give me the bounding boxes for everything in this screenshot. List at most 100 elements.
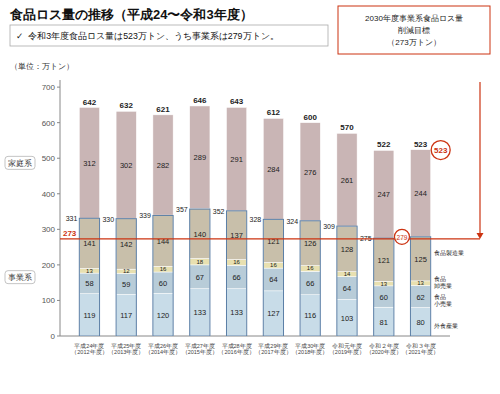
text-line: （2014年度） <box>145 348 181 356</box>
group-label-box <box>5 156 35 169</box>
total-label: 570 <box>340 123 354 132</box>
data-label: 302 <box>120 160 133 169</box>
text-line: （2021年度） <box>402 348 438 356</box>
bar-segment <box>153 293 173 336</box>
subtotal-outline <box>153 215 173 336</box>
y-tick-label: 400 <box>42 189 56 198</box>
text-line: 令和２年度 <box>369 342 399 349</box>
text-line: 食品ロス量の推移（平成24〜令和3年度） <box>9 7 253 22</box>
target-box-text: 2030年度事業系食品ロス量 <box>365 14 463 23</box>
text-line: 523 <box>414 140 428 149</box>
text-line: 81 <box>380 317 388 326</box>
text-line: 60 <box>380 292 388 301</box>
text-line: （2020年度） <box>366 348 402 356</box>
text-line: 100 <box>42 296 56 305</box>
bar-segment <box>337 299 357 336</box>
data-label: 133 <box>194 308 207 317</box>
subtotal-label: 331 <box>66 215 78 222</box>
text-line: 16 <box>307 265 314 271</box>
text-line: 16 <box>270 262 277 268</box>
text-line: 80 <box>416 317 424 326</box>
subtotal-label: 324 <box>286 217 298 224</box>
text-line: 58 <box>85 279 93 288</box>
target-arrow <box>479 82 480 234</box>
text-line: 小売業 <box>434 300 452 307</box>
target-label: 273 <box>63 228 77 237</box>
y-tick-label: 700 <box>42 83 56 92</box>
bar-segment <box>374 281 394 286</box>
text-line: 600 <box>304 112 318 121</box>
data-label: 14 <box>344 271 351 277</box>
bar-segment <box>190 209 210 259</box>
bar-segment <box>79 218 99 268</box>
data-label: 16 <box>160 266 167 272</box>
data-label: 13 <box>86 268 93 274</box>
text-line: （2016年度） <box>218 348 254 356</box>
text-line: （2017年度） <box>255 348 291 356</box>
bar-segment <box>190 265 210 289</box>
bar-segment <box>116 273 136 294</box>
legend-label: 食品製造業 <box>434 248 464 255</box>
text-line: 357 <box>176 206 188 213</box>
text-line: 18 <box>196 259 203 265</box>
text-line: 328 <box>250 216 262 223</box>
y-tick-label: 0 <box>51 332 56 341</box>
bar-segment <box>300 221 320 266</box>
text-line: 133 <box>194 308 207 317</box>
bar-segment <box>116 111 136 218</box>
data-label: 276 <box>304 167 317 176</box>
subtotal-label: 357 <box>176 206 188 213</box>
text-line: （2019年度） <box>329 348 365 356</box>
text-line: 13 <box>417 280 424 286</box>
bar-segment <box>153 266 173 272</box>
subtotal-outline <box>190 209 210 336</box>
text-line: 削減目標 <box>398 26 430 35</box>
data-label: 284 <box>267 164 280 173</box>
total-highlight-label: 523 <box>434 146 448 155</box>
text-line: 500 <box>42 154 56 163</box>
total-label: 646 <box>193 96 207 105</box>
text-line: 120 <box>157 310 170 319</box>
bar-segment <box>374 307 394 336</box>
text-line: 289 <box>194 153 207 162</box>
legend-label: 食品小売業 <box>434 292 452 306</box>
subtotal-label: 309 <box>323 223 335 230</box>
text-line: 600 <box>42 118 56 127</box>
data-label: 58 <box>85 279 93 288</box>
text-line: 121 <box>267 236 280 245</box>
text-line: 66 <box>306 279 314 288</box>
bar-segment <box>79 268 99 273</box>
data-label: 13 <box>380 281 387 287</box>
data-label: 312 <box>83 158 96 167</box>
text-line: 291 <box>230 155 243 164</box>
subtotal-label: 279 <box>397 233 408 240</box>
text-line: 平成26年度 <box>148 342 178 349</box>
subtotal-outline <box>263 219 283 336</box>
bar-segment <box>337 272 357 277</box>
group-label: 家庭系 <box>8 158 32 167</box>
y-tick-label: 100 <box>42 296 56 305</box>
subtotal-outline <box>116 219 136 336</box>
text-line: 141 <box>83 239 96 248</box>
data-label: 116 <box>304 311 316 320</box>
bar-segment <box>410 236 430 280</box>
data-label: 117 <box>120 311 132 320</box>
x-tick-label: 平成25年度（2013年度） <box>108 342 144 356</box>
data-label: 81 <box>380 317 388 326</box>
text-line: 273 <box>63 228 77 237</box>
text-line: 13 <box>380 281 387 287</box>
data-label: 128 <box>341 244 354 253</box>
text-line: （2015年度） <box>182 348 218 356</box>
text-line: 64 <box>343 284 351 293</box>
subtotal-outline <box>374 238 394 336</box>
data-label: 13 <box>417 280 424 286</box>
text-line: 244 <box>414 189 427 198</box>
text-line: 324 <box>286 217 298 224</box>
data-label: 141 <box>83 239 96 248</box>
bar-segment <box>79 294 99 336</box>
data-label: 140 <box>194 229 207 238</box>
chart: 食品ロス量の推移（平成24〜令和3年度）✓ 令和3年度食品ロス量は523万トン、… <box>0 0 500 394</box>
bar-segment <box>374 238 394 281</box>
text-line: 621 <box>156 105 170 114</box>
bar-segment <box>116 294 136 336</box>
